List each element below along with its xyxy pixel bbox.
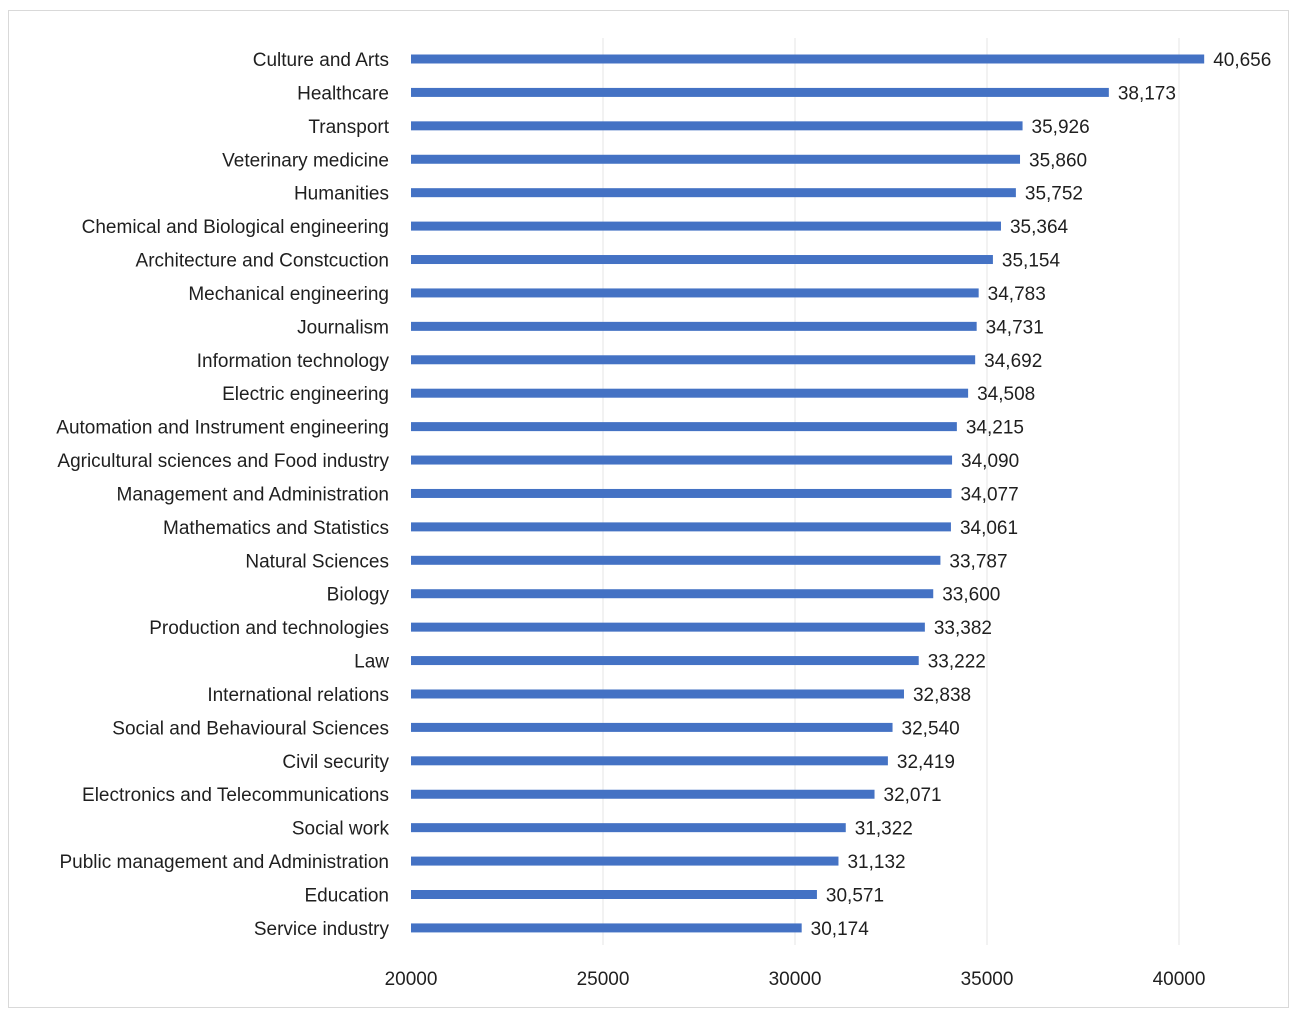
bar [411,722,893,732]
category-label: Architecture and Constcuction [136,251,389,272]
category-label: Social and Behavioural Sciences [112,718,389,739]
category-label: International relations [207,685,389,706]
value-label: 34,061 [960,518,1018,539]
bars-layer [411,54,1205,933]
category-label: Culture and Arts [253,50,389,71]
category-label: Automation and Instrument engineering [56,418,389,439]
x-axis-ticks: 20000 25000 30000 35000 40000 [385,969,1206,990]
bar [411,154,1021,164]
x-tick-label: 20000 [385,969,438,990]
bar [411,121,1023,131]
bar [411,488,952,498]
category-label: Education [304,886,389,907]
bar [411,422,957,432]
bar [411,622,925,632]
labels-layer: Culture and Arts 40,656 Healthcare 38,173 Tr… [56,50,1271,940]
value-label: 33,382 [934,618,992,639]
category-label: Journalism [297,317,389,338]
category-label: Public management and Administration [59,852,389,873]
value-label: 34,731 [986,317,1044,338]
bar [411,656,919,666]
value-label: 31,322 [855,819,913,840]
value-label: 30,571 [826,886,884,907]
chart-frame [8,10,1289,1008]
x-tick-label: 40000 [1153,969,1206,990]
category-label: Social work [292,819,390,840]
bar [411,188,1016,198]
value-label: 31,132 [847,852,905,873]
value-label: 34,692 [984,351,1042,372]
category-label: Mechanical engineering [188,284,389,305]
bar [411,823,846,833]
x-tick-label: 25000 [577,969,630,990]
value-label: 33,787 [949,551,1007,572]
bar [411,555,941,565]
bar [411,288,979,298]
bar [411,255,993,265]
bar [411,856,839,866]
bar [411,923,802,933]
category-label: Biology [327,585,390,606]
category-label: Electronics and Telecommunications [82,785,389,806]
category-label: Veterinary medicine [222,150,389,171]
value-label: 33,222 [928,652,986,673]
value-label: 34,090 [961,451,1019,472]
value-label: 32,838 [913,685,971,706]
value-label: 34,077 [961,484,1019,505]
category-label: Humanities [294,184,389,205]
category-label: Healthcare [297,83,389,104]
bar [411,87,1109,97]
bar [411,522,951,532]
bar [411,455,953,465]
value-label: 40,656 [1213,50,1271,71]
bar [411,756,888,766]
value-label: 34,783 [988,284,1046,305]
value-label: 34,215 [966,418,1024,439]
bar [411,689,904,699]
bar [411,589,934,599]
category-label: Electric engineering [222,384,389,405]
value-label: 35,860 [1029,150,1087,171]
bar [411,388,969,398]
value-label: 32,540 [902,718,960,739]
category-label: Management and Administration [117,484,390,505]
value-label: 38,173 [1118,83,1176,104]
bar [411,355,976,365]
category-label: Agricultural sciences and Food industry [57,451,389,472]
value-label: 35,926 [1032,117,1090,138]
value-label: 33,600 [942,585,1000,606]
value-label: 30,174 [811,919,870,940]
x-tick-label: 30000 [769,969,822,990]
bar [411,221,1001,231]
category-label: Civil security [282,752,389,773]
category-label: Service industry [254,919,390,940]
category-label: Mathematics and Statistics [163,518,389,539]
category-label: Law [354,652,389,673]
bar [411,890,817,899]
value-label: 32,419 [897,752,955,773]
value-label: 35,364 [1010,217,1069,238]
category-label: Transport [308,117,389,138]
category-label: Production and technologies [149,618,389,639]
bar [411,54,1205,64]
category-label: Information technology [197,351,390,372]
value-label: 35,154 [1002,251,1061,272]
bar [411,321,977,331]
category-label: Chemical and Biological engineering [82,217,389,238]
value-label: 32,071 [884,785,942,806]
x-tick-label: 35000 [961,969,1014,990]
bar [411,789,875,799]
category-label: Natural Sciences [245,551,389,572]
value-label: 35,752 [1025,184,1083,205]
value-label: 34,508 [977,384,1035,405]
